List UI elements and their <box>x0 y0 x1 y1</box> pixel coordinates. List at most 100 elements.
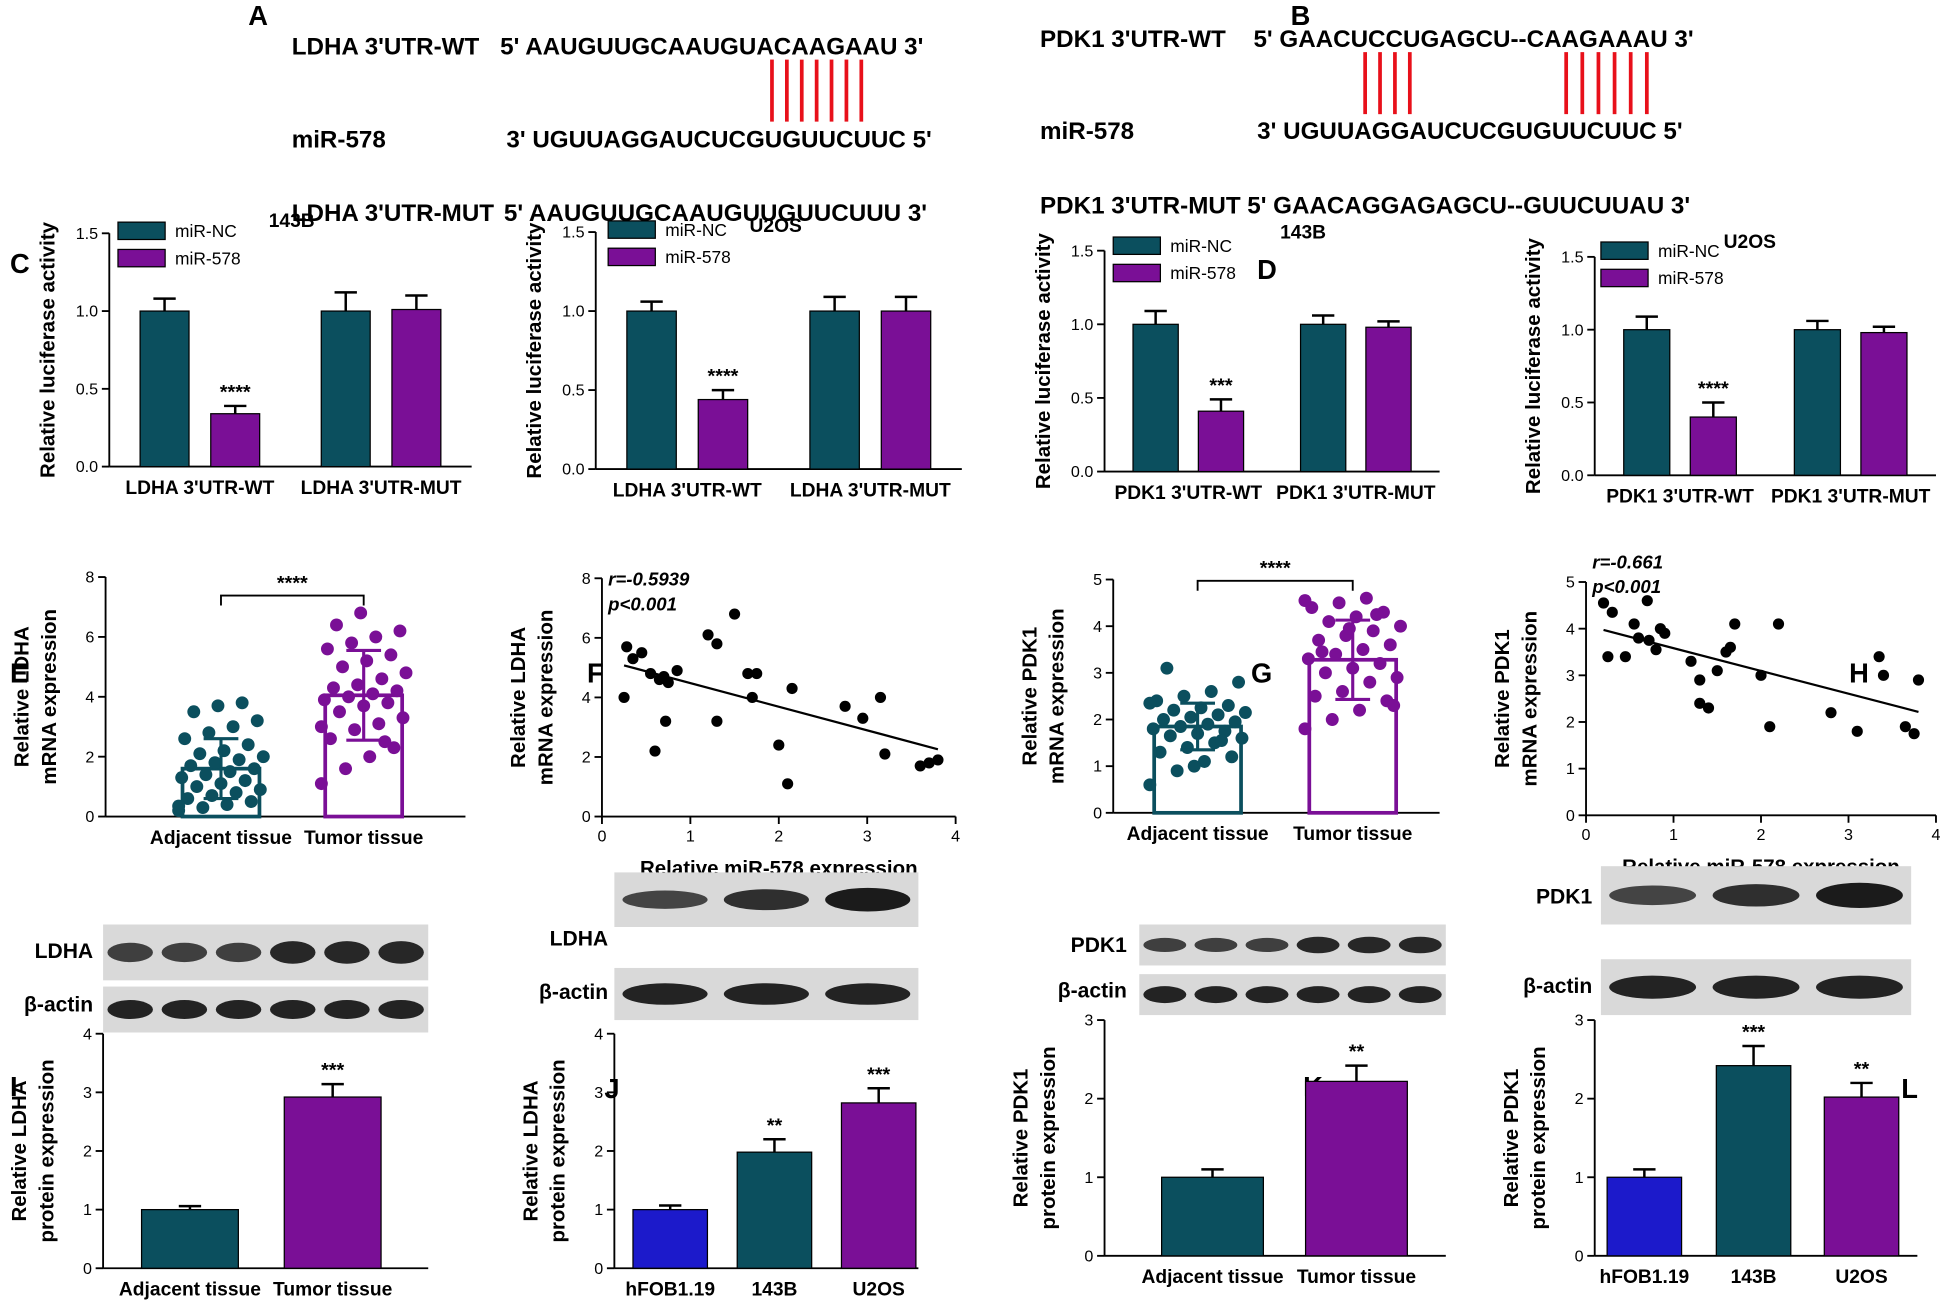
legend-label: miR-578 <box>1170 263 1236 283</box>
error-bar <box>346 648 382 742</box>
data-point <box>172 799 186 813</box>
data-point <box>1873 651 1885 663</box>
chart: 0 2 4 6 8 Relative LDHA mRNA expression Adjacen… <box>11 569 466 849</box>
data-point <box>1606 606 1618 618</box>
legend-label: miR-578 <box>1658 268 1724 288</box>
data-point <box>1366 624 1380 638</box>
x-tick-label: 1 <box>686 827 695 845</box>
bar <box>139 310 190 468</box>
legend-label: miR-NC <box>665 220 727 240</box>
data-point <box>354 606 368 620</box>
data-point <box>1336 685 1349 698</box>
y-tick-label: 4 <box>594 1025 603 1043</box>
significance: **** <box>277 572 308 594</box>
blot-background <box>103 986 429 1033</box>
legend-swatch <box>117 248 166 268</box>
y-axis-label: protein expression <box>1527 1046 1550 1229</box>
data-point <box>1170 764 1184 778</box>
y-tick-label: 8 <box>85 569 94 587</box>
data-point <box>711 715 723 727</box>
y-axis-label: Relative luciferase activity <box>1032 233 1055 490</box>
y-tick-label: 0.5 <box>562 382 584 400</box>
panel-label: D <box>1257 254 1277 285</box>
y-tick-label: 1 <box>594 1201 603 1219</box>
blot-background <box>1139 974 1446 1016</box>
data-point <box>1729 618 1741 630</box>
y-axis-label: mRNA expression <box>1518 611 1541 787</box>
data-point <box>1764 721 1776 733</box>
y-tick-label: 2 <box>1093 711 1102 729</box>
blot-band <box>1712 884 1800 907</box>
x-tick-label: Tumor tissue <box>1297 1267 1417 1288</box>
data-point <box>363 750 377 764</box>
data-point <box>1301 652 1315 666</box>
x-tick-label: U2OS <box>1835 1267 1888 1288</box>
blot-band <box>1296 936 1340 954</box>
data-point <box>1702 702 1715 714</box>
significance: *** <box>321 1060 344 1082</box>
significance: **** <box>1698 378 1729 400</box>
legend-label: miR-NC <box>1170 236 1232 256</box>
y-tick-label: 1.0 <box>76 303 98 321</box>
data-point <box>773 739 785 751</box>
blot-label: β-actin <box>539 981 608 1004</box>
data-point <box>211 699 225 713</box>
sequence: 5' AAUGUUGCAAUGUUGUUCUUU 3' <box>504 200 927 227</box>
blot-band <box>1398 936 1442 954</box>
data-point <box>874 691 887 703</box>
x-tick-label: 143B <box>1731 1267 1777 1288</box>
sequence: 3' UGUUAGGAUCUCGUGUUCUUC 5' <box>1257 118 1682 145</box>
y-tick-label: 3 <box>1093 664 1102 682</box>
y-axis-label: protein expression <box>35 1059 58 1242</box>
chart-title: 143B <box>269 211 315 232</box>
bar <box>283 1096 382 1269</box>
bar <box>809 310 860 470</box>
seq-label: PDK1 3'UTR-MUT <box>1040 192 1241 219</box>
data-point <box>187 705 201 719</box>
data-point <box>782 778 794 790</box>
data-point <box>1356 643 1370 656</box>
data-point <box>1160 661 1174 675</box>
y-tick-label: 3 <box>1084 1012 1093 1030</box>
significance-bracket <box>220 594 365 606</box>
data-point <box>1724 641 1736 653</box>
error-bar <box>711 388 735 400</box>
significance: *** <box>867 1064 890 1086</box>
y-axis-label: Relative PDK1 <box>1010 1069 1033 1208</box>
blot-band <box>324 1000 370 1019</box>
chart: 0 1 2 3 4 Relative LDHA protein expression hFOB… <box>519 872 919 1301</box>
significance: **** <box>708 366 739 388</box>
data-point <box>196 801 210 815</box>
bar <box>320 310 371 468</box>
data-point <box>226 720 240 734</box>
error-bar <box>224 404 247 414</box>
data-point <box>1298 594 1312 607</box>
blot-band <box>215 942 262 963</box>
sequence: 5' AAUGUUGCAAUGUACAAGAAU 3' <box>500 34 923 61</box>
data-point <box>1383 638 1397 652</box>
panel-label: B <box>1291 0 1311 31</box>
data-point <box>393 624 407 638</box>
data-point <box>857 712 869 724</box>
y-tick-label: 0.0 <box>76 458 98 476</box>
pairing-lines <box>1363 52 1649 115</box>
chart-title: 143B <box>1280 222 1326 243</box>
y-tick-label: 2 <box>582 749 591 767</box>
blot-background <box>1139 924 1446 966</box>
y-tick-label: 4 <box>83 1025 92 1043</box>
annotation: p<0.001 <box>607 594 677 615</box>
legend-swatch <box>1600 268 1649 288</box>
blot-band <box>107 1000 153 1019</box>
significance: **** <box>220 381 251 403</box>
bar <box>1860 331 1908 476</box>
data-point <box>1163 729 1177 743</box>
data-point <box>390 684 404 698</box>
seq-label: miR-578 <box>292 127 386 154</box>
data-point <box>671 665 683 677</box>
data-point <box>618 691 630 703</box>
error-bar <box>1180 701 1215 752</box>
data-point <box>369 630 383 644</box>
data-point <box>1332 596 1346 610</box>
data-point <box>839 700 851 712</box>
data-point <box>1153 745 1167 759</box>
